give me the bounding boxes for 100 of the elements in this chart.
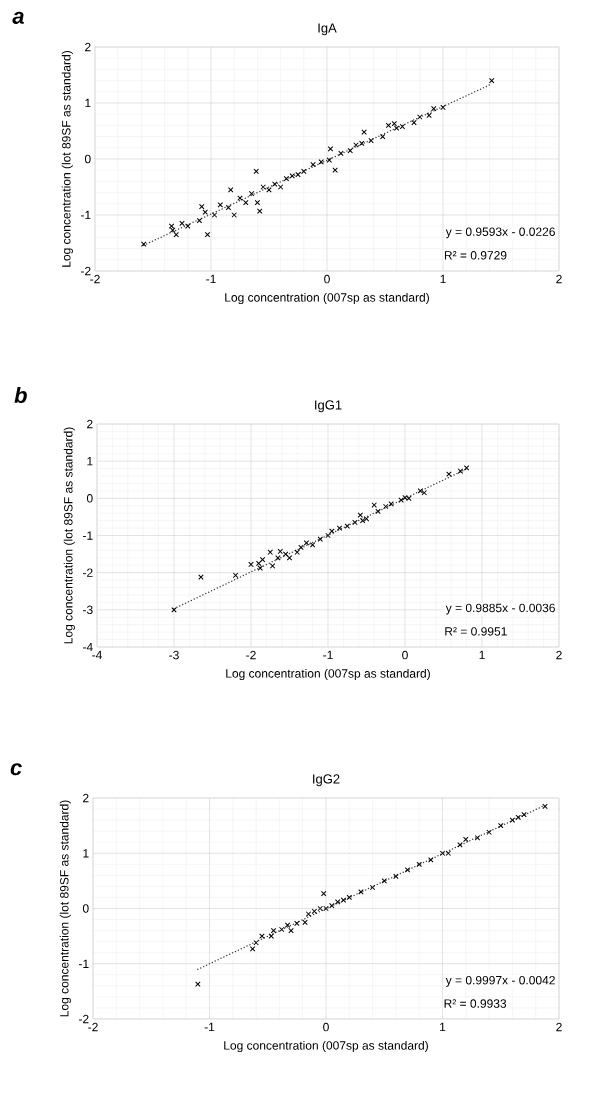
- y-tick-label: -1: [81, 210, 91, 220]
- annotation: y = 0.9997x - 0.0042: [445, 976, 555, 987]
- x-tick-label: 0: [323, 1022, 329, 1032]
- point: [294, 549, 300, 555]
- point: [185, 223, 191, 229]
- x-axis-title: Log concentration (007sp as standard): [225, 292, 429, 305]
- y-tick-label: -3: [83, 605, 93, 615]
- point: [406, 495, 412, 502]
- point: [426, 112, 432, 119]
- x-tick-label: 0: [324, 274, 330, 284]
- y-tick-label: -1: [79, 959, 89, 968]
- point: [277, 184, 284, 190]
- point: [363, 516, 370, 522]
- annotation: R² = 0.9729: [444, 251, 507, 260]
- point: [332, 167, 338, 173]
- y-tick-label: 1: [87, 457, 93, 466]
- text: c: [10, 763, 22, 776]
- point: [430, 105, 437, 112]
- point: [357, 512, 364, 518]
- annotation: y = 0.9885x - 0.0036: [445, 603, 555, 615]
- point: [195, 981, 201, 987]
- point: [320, 890, 327, 897]
- point: [375, 508, 381, 515]
- chart-title: IgG1: [315, 400, 342, 413]
- point: [253, 939, 259, 946]
- point: [294, 920, 300, 927]
- x-tick-label: 0: [402, 650, 408, 660]
- point: [515, 814, 521, 821]
- point: [232, 572, 239, 579]
- point: [231, 212, 237, 218]
- point: [302, 919, 308, 926]
- point: [179, 220, 185, 227]
- point: [256, 208, 263, 214]
- point: [255, 560, 262, 567]
- point: [338, 150, 344, 157]
- point: [346, 894, 353, 901]
- y-tick-label: -2: [81, 266, 91, 276]
- point: [269, 563, 276, 569]
- point: [402, 494, 408, 501]
- x-tick-label: 2: [556, 274, 562, 284]
- point: [379, 133, 386, 140]
- point: [411, 119, 417, 126]
- point: [352, 519, 358, 526]
- point: [298, 544, 304, 551]
- point: [278, 926, 285, 933]
- point: [359, 517, 366, 524]
- point: [288, 927, 294, 934]
- point: [275, 555, 281, 561]
- point: [249, 946, 256, 952]
- x-axis-title: Log concentration (007sp as standard): [224, 1040, 428, 1053]
- point: [361, 129, 367, 135]
- point: [317, 536, 324, 542]
- chart-title: IgG2: [313, 774, 340, 787]
- point: [198, 203, 205, 210]
- point: [428, 857, 434, 863]
- y-tick-label: 0: [86, 494, 93, 503]
- point: [463, 836, 469, 843]
- point: [257, 565, 263, 571]
- x-tick-label: -2: [246, 650, 256, 660]
- point: [486, 829, 492, 836]
- point: [369, 884, 376, 891]
- x-tick-label: 1: [440, 274, 446, 284]
- point: [358, 889, 364, 895]
- point: [301, 168, 307, 175]
- point: [211, 212, 218, 218]
- point: [270, 927, 277, 934]
- text: b: [14, 386, 27, 404]
- point: [416, 861, 422, 868]
- x-tick-label: 2: [556, 1022, 562, 1032]
- point: [227, 187, 234, 193]
- point: [497, 822, 504, 829]
- point: [286, 555, 293, 561]
- point: [260, 184, 266, 190]
- x-tick-label: -1: [323, 650, 333, 660]
- point: [283, 175, 290, 182]
- y-axis-title: Log concentration (lot 89SF as standard): [59, 800, 71, 1017]
- point: [371, 502, 377, 508]
- x-tick-label: 2: [556, 650, 562, 660]
- point: [140, 241, 147, 247]
- point: [259, 556, 266, 563]
- point: [196, 217, 203, 224]
- point: [173, 231, 179, 238]
- x-tick-label: 1: [440, 1022, 446, 1032]
- point: [393, 873, 399, 880]
- point: [204, 231, 211, 238]
- point: [202, 209, 208, 215]
- point: [217, 202, 224, 208]
- y-tick-label: -4: [83, 642, 93, 652]
- y-axis-title: Log concentration (lot 89SF as standard): [61, 51, 73, 267]
- point: [421, 489, 428, 496]
- point: [446, 471, 452, 477]
- point: [457, 468, 464, 474]
- point: [463, 465, 470, 471]
- x-tick-label: 1: [479, 650, 485, 660]
- x-tick-label: -3: [169, 650, 179, 660]
- point: [225, 204, 232, 211]
- point: [325, 532, 331, 539]
- point: [310, 161, 316, 168]
- annotation: R² = 0.9933: [444, 999, 507, 1008]
- point: [336, 525, 343, 531]
